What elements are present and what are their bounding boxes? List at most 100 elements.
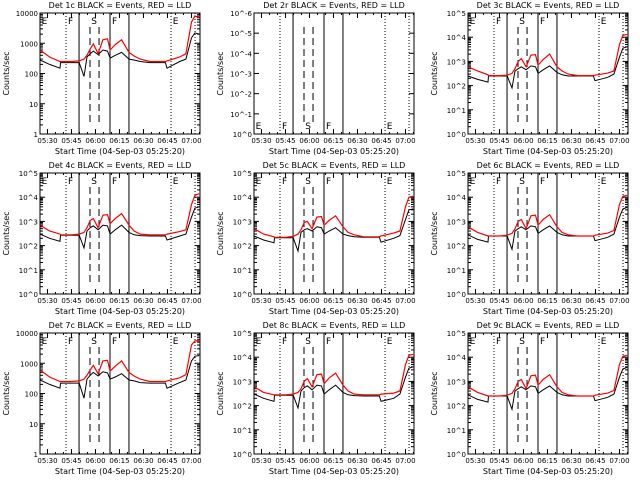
x-tick-label: 06:00 (513, 297, 533, 305)
y-tick-label: 10^5 (19, 170, 38, 178)
x-tick-label: 06:00 (299, 297, 319, 305)
y-tick-label: 10^0 (233, 131, 252, 139)
y-tick-label: 100 (25, 391, 38, 399)
y-axis-label: Counts/sec (216, 51, 225, 95)
x-tick-label: 05:45 (275, 297, 295, 305)
plot-frame (467, 12, 629, 135)
y-tick-label: 10^-4 (230, 50, 252, 58)
y-tick-label: 10 (29, 101, 38, 109)
y-tick-label: 10^3 (19, 218, 38, 226)
x-tick-label: 05:30 (251, 297, 271, 305)
y-axis-label: Counts/sec (430, 371, 439, 415)
events-series-line (253, 208, 414, 253)
segment-label: S (305, 177, 311, 187)
segment-label: E (256, 177, 262, 187)
segment-label: F (326, 337, 331, 347)
x-tick-label: 07:00 (395, 457, 415, 465)
segment-label: E (387, 122, 393, 132)
x-tick-label: 06:00 (513, 137, 533, 145)
x-axis-label: Start Time (04-Sep-03 05:25:20) (55, 307, 185, 316)
y-tick-label: 1000 (20, 40, 38, 48)
y-tick-label: 10^2 (233, 403, 252, 411)
x-tick-label: 07:00 (609, 457, 629, 465)
x-tick-label: 05:45 (61, 137, 81, 145)
y-tick-label: 10^2 (447, 83, 466, 91)
x-tick-label: 06:15 (537, 457, 557, 465)
x-tick-label: 06:00 (85, 457, 105, 465)
events-series-line (467, 46, 628, 90)
y-tick-label: 10^2 (447, 403, 466, 411)
x-tick-label: 05:30 (37, 297, 57, 305)
events-series-line (467, 366, 628, 412)
events-series-line (253, 366, 414, 410)
x-axis-label: Start Time (04-Sep-03 05:25:20) (269, 467, 399, 476)
segment-label: S (519, 177, 525, 187)
panel-2: Det 2r BLACK = Events, RED = LLD 10^0 10^-… (216, 1, 416, 156)
y-tick-label: 10^2 (19, 243, 38, 251)
segment-label: F (282, 122, 287, 132)
lld-series-line (467, 194, 628, 237)
x-axis-label: Start Time (04-Sep-03 05:25:20) (55, 467, 185, 476)
x-tick-label: 06:30 (133, 137, 153, 145)
y-tick-label: 10^5 (447, 330, 466, 338)
x-tick-label: 06:45 (371, 137, 391, 145)
y-tick-label: 10^0 (233, 451, 252, 459)
y-tick-label: 10^1 (19, 267, 38, 275)
x-tick-label: 06:00 (85, 297, 105, 305)
segment-label: E (42, 177, 48, 187)
segment-label: F (112, 17, 117, 27)
x-tick-label: 05:45 (61, 457, 81, 465)
lld-series-line (467, 33, 628, 77)
x-tick-label: 05:30 (37, 457, 57, 465)
y-tick-label: 10^3 (447, 218, 466, 226)
segment-label: E (256, 337, 262, 347)
y-tick-label: 10^4 (447, 34, 467, 42)
x-tick-label: 06:00 (513, 457, 533, 465)
y-tick-label: 10^0 (447, 131, 466, 139)
y-tick-label: 10^-5 (230, 30, 252, 38)
x-axis-label: Start Time (04-Sep-03 05:25:20) (55, 147, 185, 156)
segment-label: F (540, 17, 545, 27)
plot-frame (253, 12, 415, 135)
segment-label: F (496, 17, 501, 27)
events-series-line (39, 355, 200, 399)
lld-series-line (39, 15, 200, 63)
panel-8: Det 8c BLACK = Events, RED = LLD 10^0 10^1… (216, 321, 416, 476)
segment-label: S (91, 17, 97, 27)
y-axis-label: Counts/sec (216, 371, 225, 415)
panel-7: Det 7c BLACK = Events, RED = LLD 1 10 100 10… (2, 321, 202, 476)
lld-series-line (39, 340, 200, 383)
segment-label: F (282, 177, 287, 187)
segment-label: F (68, 17, 73, 27)
segment-label: E (256, 122, 262, 132)
x-tick-label: 06:00 (299, 137, 319, 145)
lld-series-line (253, 195, 414, 238)
x-tick-label: 07:00 (181, 137, 201, 145)
x-tick-label: 06:30 (347, 297, 367, 305)
y-tick-label: 10000 (16, 330, 38, 338)
x-tick-label: 05:45 (275, 137, 295, 145)
lld-series-line (467, 354, 628, 397)
y-tick-label: 1 (34, 451, 38, 459)
y-axis-label: Counts/sec (2, 51, 11, 95)
y-tick-label: 10^4 (447, 194, 467, 202)
segment-label: S (91, 177, 97, 187)
panel-title: Det 7c BLACK = Events, RED = LLD (49, 321, 192, 330)
panel-title: Det 8c BLACK = Events, RED = LLD (263, 321, 406, 330)
segment-label: E (387, 337, 393, 347)
y-tick-label: 1 (34, 131, 38, 139)
x-tick-label: 05:30 (465, 297, 485, 305)
x-axis-label: Start Time (04-Sep-03 05:25:20) (269, 307, 399, 316)
y-tick-label: 10^5 (233, 330, 252, 338)
y-tick-label: 10000 (16, 10, 38, 18)
x-tick-label: 06:45 (157, 137, 177, 145)
segment-label: E (173, 17, 179, 27)
y-tick-label: 10^4 (233, 354, 253, 362)
y-axis-label: Counts/sec (2, 371, 11, 415)
y-axis-label: Counts/sec (430, 211, 439, 255)
segment-label: E (601, 17, 607, 27)
y-tick-label: 10^1 (447, 107, 466, 115)
segment-label: E (173, 337, 179, 347)
x-tick-label: 07:00 (181, 297, 201, 305)
